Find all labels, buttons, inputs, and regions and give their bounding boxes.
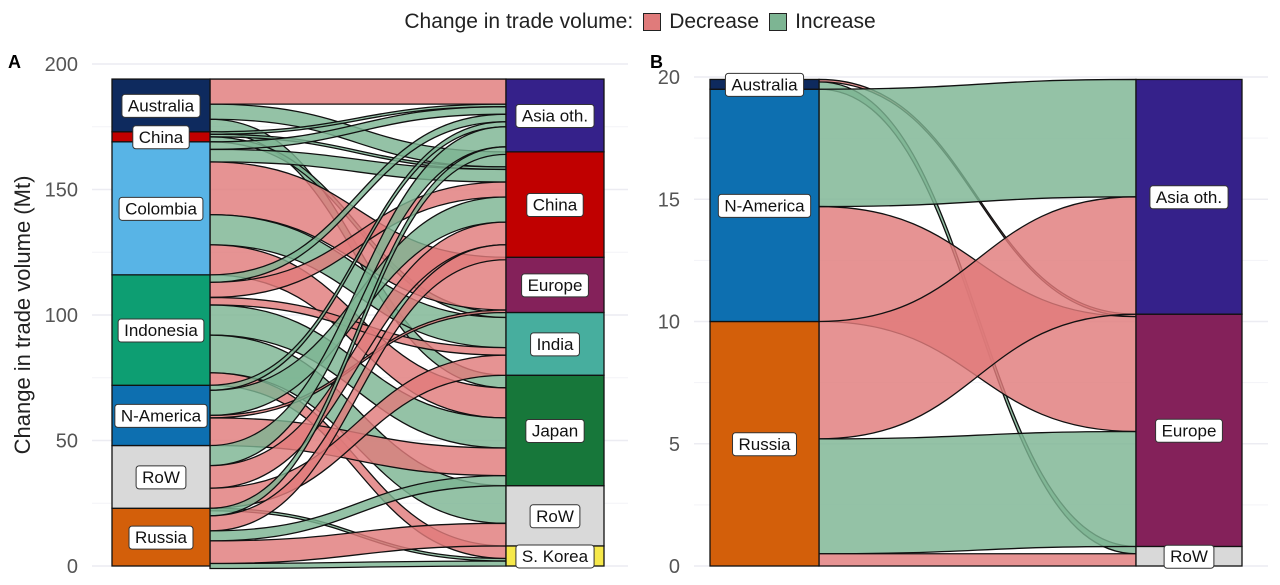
panel-a-right-node-label-row-text: RoW (536, 507, 574, 526)
panel-b-tick-label: 20 (658, 67, 680, 89)
panel-a-right-node-label-japan-text: Japan (532, 421, 578, 440)
panel-a: 0 50 100 150 200 A Change in trade volume (Mt)… (8, 52, 628, 578)
panel-b-left-node-label-russia-text: Russia (739, 435, 792, 454)
panel-b-tick-label: 15 (658, 189, 680, 211)
panel-a-tick-label: 150 (45, 180, 78, 202)
panel-b-right-node-label-asia-oth-box (1149, 185, 1229, 210)
panel-b-right-node-label-row-text: RoW (1170, 547, 1208, 566)
panel-a-tick-label: 200 (45, 54, 78, 76)
legend-key-increase (769, 13, 788, 31)
panel-a-right-node-label-asia-oth-box (515, 103, 595, 128)
panel-a-right-node-label-india-box (530, 332, 580, 357)
panel-a-left-node-label-australia-text: Australia (128, 96, 195, 115)
panel-a-left-node-label-russia-text: Russia (135, 528, 188, 547)
panel-a-right-node-label-row-box (529, 504, 581, 529)
legend-item-increase: Increase (769, 10, 876, 34)
legend-title: Change in trade volume: (404, 10, 634, 33)
panel-a-left-node-label-russia-box (128, 525, 194, 550)
panel-a-right-node-label-s-korea-box (515, 544, 595, 569)
panel-b-left-node-label-n-america-box (717, 193, 812, 218)
panel-a-right-node-label-asia-oth-text: Asia oth. (522, 106, 588, 125)
panel-a-flow-australia-to-asia-oth (209, 78, 507, 105)
panel-b-right-node-label-asia-oth-text: Asia oth. (1156, 188, 1222, 207)
panel-b-tick-label: 5 (669, 434, 680, 456)
panel-a-left-node-label-row-box (135, 465, 187, 490)
panel-b-left-node-label-n-america-text: N-America (724, 196, 805, 215)
panel-a-left-node-label-colombia-box (118, 196, 204, 221)
panel-b-flows (818, 78, 1137, 567)
panel-b-tick-label: 0 (669, 556, 680, 578)
panel-a-tick-label: 100 (45, 305, 78, 327)
panel-a-left-node-label-china-box (132, 125, 190, 150)
legend: Change in trade volume: Decrease Increas… (0, 0, 1280, 44)
panel-b-right-node-label-row-box (1163, 544, 1215, 569)
panel-a-right-node-label-china-box (526, 193, 584, 218)
panel-b-left-node-label-russia-box (732, 432, 797, 457)
panel-a-left-node-label-indonesia-box (117, 318, 205, 343)
panel-b-label: B (650, 52, 663, 72)
panel-a-right-node-label-china-text: China (533, 196, 578, 215)
panel-a-right-node-label-india-text: India (537, 335, 574, 354)
panel-a-left-node-label-australia-box (121, 93, 201, 118)
panel-a-left-node-label-china-text: China (139, 128, 184, 147)
panel-b-flow-russia-to-europe (818, 430, 1137, 555)
legend-item-decrease: Decrease (643, 10, 759, 34)
panel-b-flow-n-america-to-asia-oth (818, 78, 1137, 208)
panel-b-right-node-label-europe-box (1155, 418, 1223, 443)
panel-a-left-node-russia (111, 507, 211, 567)
legend-label-decrease: Decrease (669, 10, 760, 33)
panel-b-tick-label: 10 (658, 312, 680, 334)
panel-a-label: A (8, 52, 21, 72)
panel-a-tick-label: 0 (67, 556, 78, 578)
panel-a-ylabel: Change in trade volume (Mt) (10, 176, 35, 455)
panel-a-left-node-label-n-america-box (114, 403, 208, 428)
panel-b-left-node-label-australia-box (724, 72, 805, 97)
panel-b-right-node-label-europe-text: Europe (1162, 421, 1217, 440)
panel-a-right-node-label-s-korea-text: S. Korea (522, 547, 589, 566)
panel-a-tick-label: 50 (56, 431, 78, 453)
panel-a-left-node-label-colombia-text: Colombia (125, 199, 197, 218)
panel-b-flow-russia-to-row (818, 553, 1137, 567)
panel-a-right-node-label-europe-box (521, 273, 589, 298)
legend-key-decrease (643, 13, 662, 31)
panel-a-left-node-label-row-text: RoW (142, 468, 180, 487)
panel-b: 0 5 10 15 20B Russia N-America Australia RoW Euro… (650, 52, 1268, 578)
panel-a-left-node-label-indonesia-text: Indonesia (124, 321, 198, 340)
panel-b-left-node-label-australia-text: Australia (731, 75, 798, 94)
legend-label-increase: Increase (795, 10, 876, 33)
panel-a-left-node-label-n-america-text: N-America (121, 406, 202, 425)
panel-a-flows (209, 78, 507, 570)
panel-a-right-node-label-europe-text: Europe (528, 276, 583, 295)
panel-a-right-node-label-japan-box (525, 418, 585, 443)
